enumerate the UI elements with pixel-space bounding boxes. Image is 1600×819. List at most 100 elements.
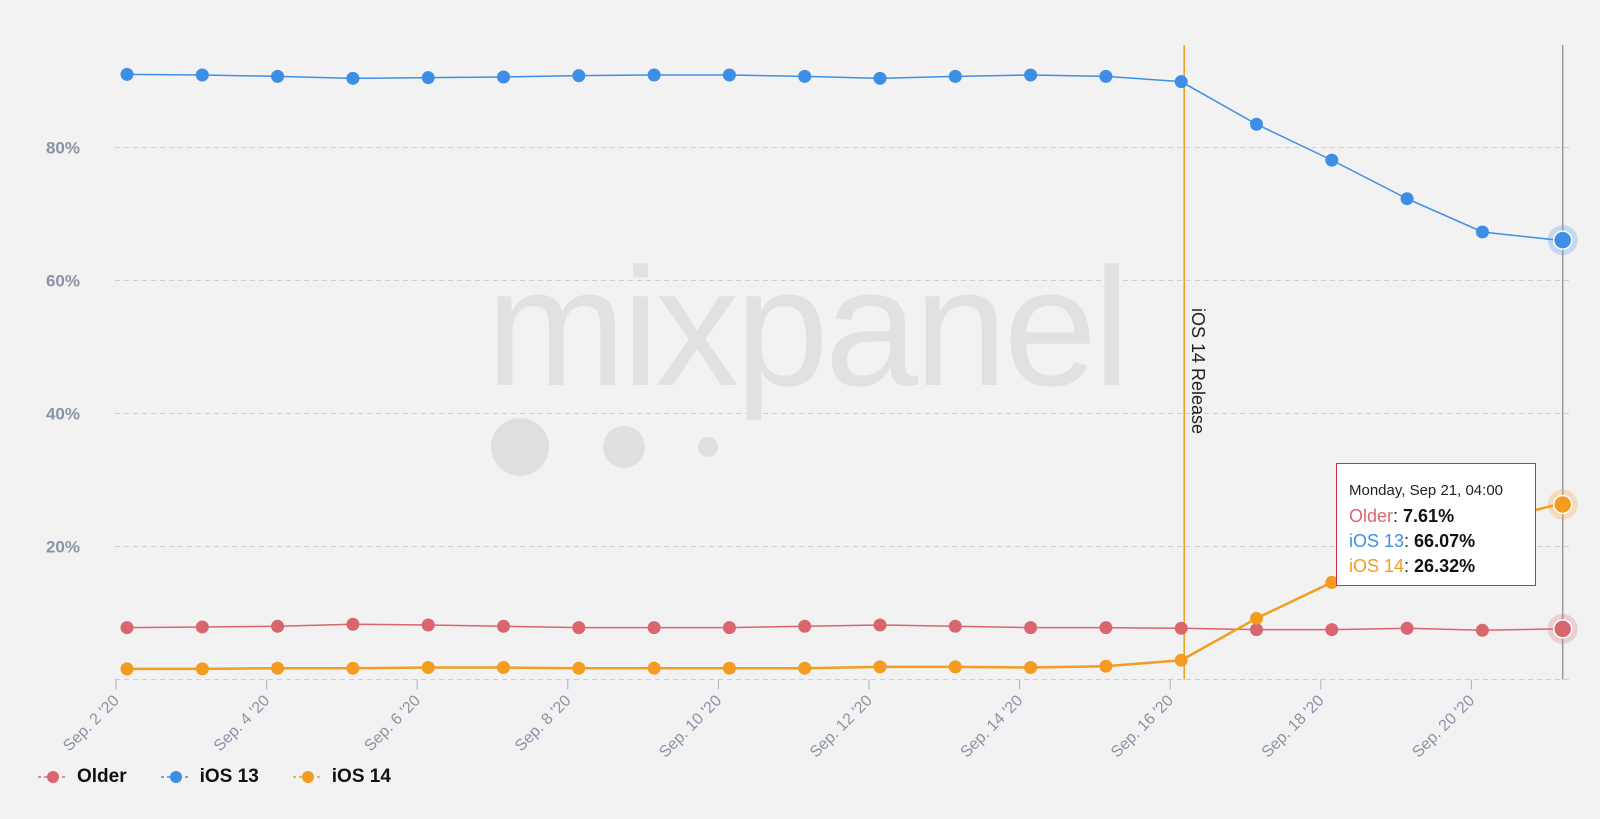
- chart-legend: Older iOS 13 iOS 14: [38, 766, 391, 788]
- grid-lines: [115, 147, 1572, 680]
- data-point-ios14[interactable]: [195, 662, 209, 676]
- data-point-older[interactable]: [421, 618, 435, 632]
- data-point-older[interactable]: [497, 619, 510, 633]
- data-point-ios14[interactable]: [271, 661, 285, 675]
- data-point-ios13[interactable]: [798, 69, 812, 83]
- data-point-ios14[interactable]: [1552, 494, 1573, 515]
- data-point-ios14[interactable]: [572, 661, 586, 675]
- data-point-older[interactable]: [120, 621, 134, 635]
- series-ios13[interactable]: [120, 67, 1578, 256]
- data-point-older[interactable]: [798, 619, 812, 633]
- x-axis: Sep. 2 '20 Sep. 4 '20 Sep. 6 '20 Sep. 8 '20…: [60, 679, 1478, 761]
- y-tick-label: 40%: [46, 405, 80, 424]
- data-point-ios14[interactable]: [421, 661, 435, 675]
- data-point-older[interactable]: [1099, 621, 1113, 635]
- x-tick-label: Sep. 14 '20: [958, 692, 1027, 761]
- data-point-ios14[interactable]: [647, 661, 661, 675]
- data-point-ios13[interactable]: [1325, 153, 1339, 167]
- data-point-older[interactable]: [948, 619, 962, 633]
- data-point-ios13[interactable]: [722, 68, 736, 82]
- data-point-ios13[interactable]: [497, 70, 510, 84]
- x-tick-label: Sep. 4 '20: [211, 692, 274, 755]
- legend-label: iOS 14: [331, 766, 391, 787]
- data-point-ios13[interactable]: [1250, 117, 1263, 131]
- data-point-ios13[interactable]: [271, 69, 285, 83]
- legend-swatch-older: [38, 771, 68, 783]
- data-point-ios14[interactable]: [1174, 653, 1188, 667]
- data-point-ios13[interactable]: [1099, 69, 1113, 83]
- tooltip-series-value: 66.07%: [1414, 531, 1476, 551]
- data-point-ios13[interactable]: [1552, 230, 1573, 250]
- chart-tooltip: Monday, Sep 21, 04:00 Older: 7.61% iOS 1…: [1336, 463, 1536, 586]
- data-point-ios14[interactable]: [497, 661, 510, 675]
- data-point-older[interactable]: [346, 617, 360, 631]
- data-point-ios14[interactable]: [120, 662, 134, 676]
- data-point-older[interactable]: [647, 621, 661, 635]
- data-point-ios13[interactable]: [1475, 225, 1489, 239]
- y-axis: 20% 40% 60% 80%: [46, 139, 80, 557]
- series-older[interactable]: [120, 613, 1578, 644]
- x-tick-label: Sep. 2 '20: [60, 692, 123, 755]
- data-point-ios14[interactable]: [1024, 661, 1038, 675]
- data-point-ios14[interactable]: [1099, 659, 1113, 673]
- data-point-ios13[interactable]: [421, 71, 435, 85]
- release-annotation: iOS 14 Release: [1183, 45, 1208, 680]
- data-point-older[interactable]: [1024, 621, 1038, 635]
- tooltip-series-value: 26.32%: [1414, 556, 1476, 576]
- data-point-older[interactable]: [1552, 619, 1573, 639]
- data-point-ios14[interactable]: [346, 661, 360, 675]
- tooltip-series-name: iOS 13: [1349, 531, 1405, 551]
- data-point-older[interactable]: [572, 621, 586, 635]
- data-point-older[interactable]: [195, 620, 209, 634]
- data-point-ios14[interactable]: [1325, 575, 1339, 589]
- data-point-ios14[interactable]: [1250, 611, 1263, 625]
- data-point-older[interactable]: [1325, 623, 1339, 637]
- series-line-ios13: [126, 73, 1558, 241]
- data-point-ios13[interactable]: [346, 71, 360, 85]
- legend-item-ios13[interactable]: iOS 13: [160, 766, 259, 788]
- y-tick-label: 80%: [46, 139, 80, 158]
- data-point-ios13[interactable]: [120, 67, 134, 81]
- data-point-ios13[interactable]: [873, 71, 887, 85]
- x-tick-label: Sep. 20 '20: [1409, 692, 1478, 761]
- data-point-ios14[interactable]: [873, 660, 887, 674]
- legend-item-ios14[interactable]: iOS 14: [292, 766, 391, 788]
- data-point-ios13[interactable]: [195, 68, 209, 82]
- series-line-ios14: [127, 503, 1559, 671]
- data-point-ios14[interactable]: [948, 660, 962, 674]
- data-point-ios13[interactable]: [948, 69, 962, 83]
- data-point-older[interactable]: [271, 619, 285, 633]
- data-point-older[interactable]: [873, 618, 887, 632]
- tooltip-series-value: 7.61%: [1403, 506, 1455, 526]
- legend-item-older[interactable]: Older: [38, 766, 127, 788]
- legend-label: Older: [77, 766, 127, 787]
- data-point-ios14[interactable]: [722, 661, 736, 675]
- data-point-older[interactable]: [722, 621, 736, 635]
- data-point-ios13[interactable]: [1400, 192, 1414, 206]
- data-point-ios13[interactable]: [572, 69, 586, 83]
- data-point-ios13[interactable]: [1024, 68, 1038, 82]
- data-point-older[interactable]: [1475, 623, 1489, 637]
- tooltip-series-name: iOS 14: [1349, 556, 1405, 576]
- data-point-ios14[interactable]: [798, 661, 812, 675]
- y-tick-label: 60%: [46, 272, 80, 291]
- tooltip-row-ios14: iOS 14: 26.32%: [1349, 556, 1476, 576]
- x-tick-label: Sep. 6 '20: [361, 692, 424, 755]
- y-tick-label: 20%: [46, 538, 80, 557]
- data-point-older[interactable]: [1174, 621, 1188, 635]
- legend-label: iOS 13: [199, 766, 259, 787]
- release-marker-label: iOS 14 Release: [1188, 308, 1208, 434]
- legend-swatch-ios14: [292, 771, 323, 783]
- tooltip-row-older: Older: 7.61%: [1349, 506, 1455, 526]
- x-tick-label: Sep. 8 '20: [512, 692, 575, 755]
- x-tick-label: Sep. 16 '20: [1108, 692, 1177, 761]
- tooltip-series-name: Older: [1349, 506, 1394, 526]
- data-point-ios13[interactable]: [647, 68, 661, 82]
- legend-swatch-ios13: [160, 771, 191, 783]
- data-point-ios13[interactable]: [1174, 75, 1188, 89]
- data-point-older[interactable]: [1250, 623, 1263, 637]
- x-tick-label: Sep. 12 '20: [807, 692, 876, 761]
- tooltip-row-ios13: iOS 13: 66.07%: [1349, 531, 1476, 551]
- data-point-older[interactable]: [1400, 621, 1414, 635]
